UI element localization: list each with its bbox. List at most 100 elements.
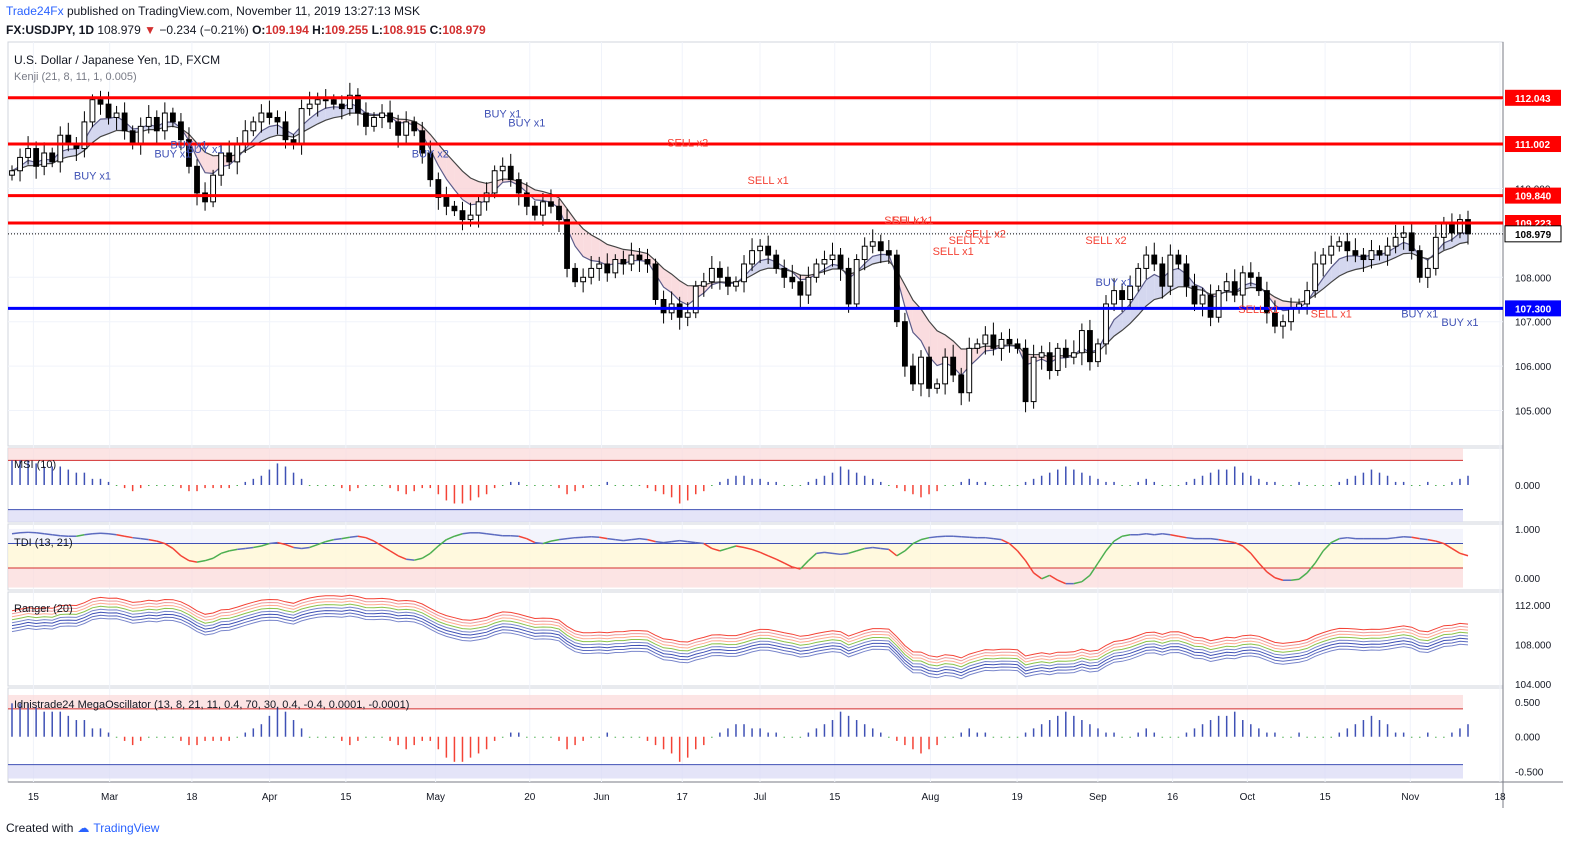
candle-body (395, 121, 402, 136)
buy-signal-label: BUY x1 (508, 117, 545, 129)
msi-bar (341, 485, 343, 489)
msi-bar (501, 485, 504, 486)
mega-bar (526, 736, 528, 738)
tdi-line-segment (1049, 574, 1059, 581)
candle-body (1272, 312, 1278, 327)
tdi-line-segment (36, 532, 45, 535)
msi-bar (558, 485, 560, 489)
msi-bar (1137, 481, 1139, 485)
level-price-label: 109.840 (1515, 192, 1552, 203)
mega-bar (1233, 711, 1236, 737)
brand-name[interactable]: Trade24Fx (6, 4, 64, 18)
tradingview-link[interactable]: TradingView (93, 821, 160, 835)
msi-oversold-zone (8, 509, 1463, 522)
candle-body (644, 259, 651, 265)
candle-body (580, 276, 587, 283)
time-tick-label: 15 (28, 792, 40, 803)
candle-body (1087, 330, 1093, 363)
tdi-line-segment (542, 540, 552, 545)
kenji-ribbon-segment (446, 153, 455, 190)
candle-body (531, 205, 538, 216)
tdi-line-segment (864, 546, 873, 550)
msi-bar (1467, 475, 1469, 485)
kenji-ribbon-segment (663, 268, 672, 293)
msi-bar (1016, 485, 1019, 486)
tradingview-logo-icon[interactable]: ☁ (77, 821, 90, 835)
msi-bar (847, 469, 850, 485)
candle-body (153, 116, 160, 132)
msi-bar (1427, 481, 1429, 485)
candle-body (837, 254, 844, 269)
msi-bar (1435, 485, 1437, 486)
candle-body (57, 134, 64, 163)
published-info: published on TradingView.com, November 1… (66, 4, 421, 18)
candle-body (813, 263, 820, 278)
msi-bar (1225, 469, 1228, 485)
msi-bar (1459, 478, 1461, 485)
tdi-line-segment (623, 538, 632, 542)
msi-bar (485, 485, 488, 495)
tdi-line-segment (357, 535, 367, 539)
mega-bar (67, 715, 70, 737)
mega-bar (164, 736, 166, 738)
candle-body (210, 174, 217, 203)
mega-bar (855, 720, 858, 737)
candle-body (105, 103, 112, 118)
mega-bar (823, 724, 826, 737)
last-price-tag (1504, 225, 1562, 243)
mega-bar (968, 728, 971, 737)
tdi-line-segment (1274, 577, 1284, 581)
footer: Created with ☁ TradingView (6, 821, 159, 835)
msi-bar (711, 485, 713, 486)
candle-body (741, 263, 747, 283)
msi-bar (904, 485, 906, 492)
mega-bar (35, 707, 37, 737)
tdi-line-segment (655, 540, 664, 544)
mega-bar (1435, 736, 1437, 738)
msi-bar (823, 475, 826, 485)
mega-bar (501, 736, 504, 738)
kenji-ribbon-segment (1122, 304, 1131, 331)
mega-bar (582, 736, 584, 741)
msi-bar (638, 485, 641, 486)
price-tick-label: 106.000 (1515, 362, 1552, 373)
msi-bar (1282, 485, 1284, 486)
msi-bar (606, 481, 609, 485)
tdi-line-segment (1242, 545, 1252, 554)
candle-body (1288, 307, 1294, 323)
msi-bar (421, 485, 424, 489)
candle-body (1095, 343, 1101, 363)
candle-body (998, 338, 1005, 349)
tdi-line-segment (325, 538, 334, 543)
mega-bar (686, 736, 689, 758)
msi-bar (542, 485, 544, 486)
kenji-ribbon-segment (864, 256, 873, 269)
msi-bar (1161, 485, 1164, 486)
mega-bar (316, 736, 319, 738)
tdi-line-segment (1121, 534, 1131, 537)
tdi-line-segment (373, 540, 383, 547)
mega-bar (992, 736, 995, 738)
candle-body (797, 281, 804, 296)
candle-body (1328, 245, 1335, 256)
msi-bar (461, 485, 464, 504)
tdi-line-segment (349, 535, 358, 538)
mega-bar (1121, 736, 1123, 738)
tdi-line-segment (1226, 540, 1235, 544)
tdi-line-segment (1419, 537, 1428, 541)
tdi-line-segment (920, 536, 930, 541)
msi-bar (960, 481, 962, 485)
candle-body (893, 254, 900, 323)
msi-bar (308, 485, 311, 486)
msi-bar (164, 485, 166, 486)
pane-frame-0 (7, 41, 1504, 447)
msi-bar (855, 472, 858, 485)
candle-body (1119, 290, 1126, 300)
candle-body (765, 245, 772, 256)
mega-bar (276, 707, 279, 737)
mega-bar (1298, 732, 1300, 737)
msi-bar (1097, 478, 1099, 485)
msi-bar (268, 469, 271, 485)
candle-body (1457, 219, 1463, 234)
